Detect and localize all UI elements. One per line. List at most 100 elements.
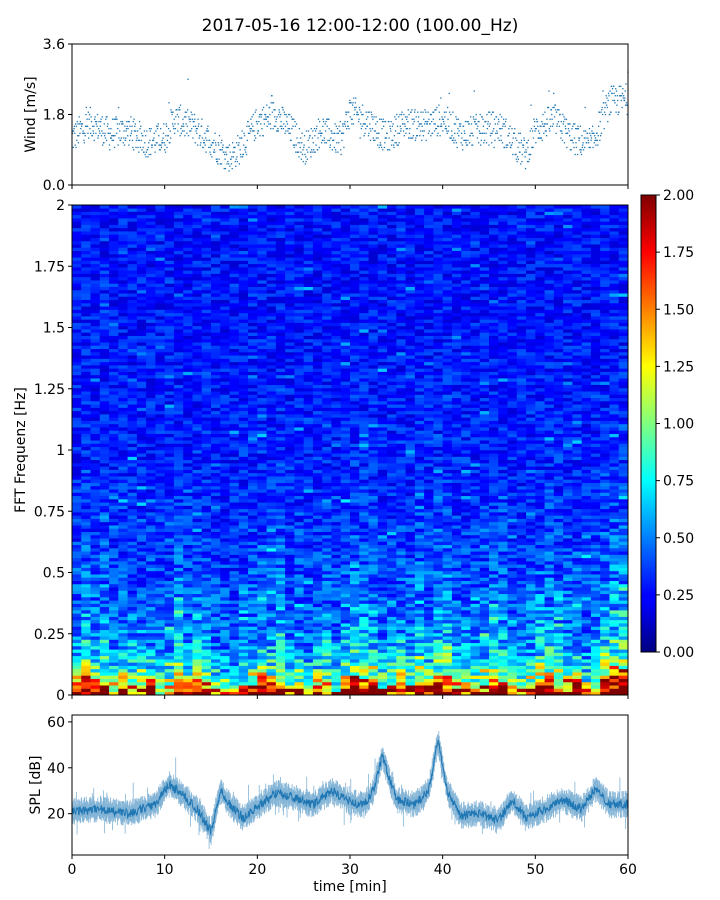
spectrogram-cell xyxy=(192,548,203,552)
spectrogram-cell xyxy=(173,554,184,559)
spectrogram-cell xyxy=(201,616,212,621)
spectrogram-cell xyxy=(127,227,138,232)
spectrogram-cell xyxy=(220,414,230,418)
spectrogram-cell xyxy=(248,280,258,284)
spectrogram-cell xyxy=(173,423,184,428)
spectrogram-cell xyxy=(229,668,240,673)
spectrogram-cell xyxy=(164,492,175,497)
spectrogram-cell xyxy=(229,227,240,232)
spectrogram-cell xyxy=(238,561,249,565)
spectrogram-cell xyxy=(229,672,240,676)
spectrogram-cell xyxy=(275,492,286,497)
spectrogram-cell xyxy=(118,401,128,405)
spectrogram-cell xyxy=(127,286,138,291)
wind-point xyxy=(416,128,418,130)
spectrogram-cell xyxy=(275,371,286,376)
spectrogram-cell xyxy=(192,672,203,676)
spectrogram-cell xyxy=(201,570,212,575)
spectrogram-cell xyxy=(72,303,82,307)
spectrogram-cell xyxy=(146,593,156,598)
spectrogram-cell xyxy=(155,482,165,487)
wind-point xyxy=(82,132,84,134)
wind-point xyxy=(594,137,597,139)
spectrogram-cell xyxy=(109,237,119,242)
spectrogram-cell xyxy=(229,237,240,242)
spectrogram-cell xyxy=(201,237,212,242)
wind-point xyxy=(86,125,88,127)
wind-point xyxy=(467,139,469,142)
wind-point xyxy=(154,151,156,153)
spectrogram-cell xyxy=(109,250,119,255)
wind-point xyxy=(464,139,466,142)
wind-point xyxy=(121,123,123,125)
wind-point xyxy=(187,109,189,111)
spectrogram-cell xyxy=(257,205,267,209)
spectrogram-cell xyxy=(72,273,82,278)
spectrogram-cell xyxy=(72,355,82,359)
spectrogram-cell xyxy=(275,322,286,327)
wind-point xyxy=(514,128,516,130)
spectrogram-cell xyxy=(127,492,138,497)
spectrogram-cell xyxy=(238,466,249,470)
wind-point xyxy=(179,135,181,137)
wind-point xyxy=(483,142,485,144)
spectrogram-cell xyxy=(164,309,175,314)
spectrogram-cell xyxy=(109,361,119,366)
spectrogram-cell xyxy=(164,319,175,323)
spectrogram-cell xyxy=(238,423,249,428)
spectrogram-cell xyxy=(229,345,240,350)
spectrogram-cell xyxy=(211,250,221,255)
spectrogram-cell xyxy=(90,531,101,536)
spectrogram-cell xyxy=(285,335,295,340)
spectrogram-cell xyxy=(109,312,119,317)
spectrogram-cell xyxy=(136,378,147,382)
spectrogram-cell xyxy=(183,345,193,350)
wind-point xyxy=(396,144,398,146)
wind-point xyxy=(419,123,421,125)
spectrogram-cell xyxy=(238,681,249,686)
spectrogram-cell xyxy=(192,205,203,209)
spectrogram-cell xyxy=(81,528,91,532)
wind-point xyxy=(188,116,190,118)
spectrogram-cell xyxy=(201,505,212,510)
spectrogram-cell xyxy=(146,606,156,611)
spectrogram-cell xyxy=(136,289,147,294)
spectrogram-cell xyxy=(211,312,221,317)
spectrogram-cell xyxy=(211,567,221,572)
spectrogram-cell xyxy=(146,499,156,503)
spectrogram-cell xyxy=(238,244,249,248)
wind-point xyxy=(132,120,134,123)
spectrogram-cell xyxy=(109,495,119,500)
wind-point xyxy=(380,146,383,149)
spectrogram-cell xyxy=(118,629,128,634)
spectrogram-cell xyxy=(285,610,295,614)
spectrogram-cell xyxy=(164,662,175,666)
wind-point xyxy=(435,128,438,130)
spectrogram-cell xyxy=(248,583,258,588)
spectrogram-cell xyxy=(192,492,203,497)
spectrogram-cell xyxy=(285,499,295,503)
spectrogram-cell xyxy=(164,270,175,274)
spectrogram-cell xyxy=(211,214,221,219)
wind-point xyxy=(355,97,357,99)
spectrogram-cell xyxy=(183,263,193,268)
spectrogram-cell xyxy=(99,446,110,451)
spectrogram-cell xyxy=(173,502,184,506)
wind-point xyxy=(446,132,448,134)
wind-point xyxy=(542,113,544,116)
wind-point xyxy=(186,132,188,134)
spectrogram-cell xyxy=(109,610,119,614)
wind-point xyxy=(593,132,595,134)
spectrogram-cell xyxy=(285,518,295,523)
spectrogram-cell xyxy=(155,420,165,425)
spectrogram-cell xyxy=(248,675,258,679)
spectrogram-cell xyxy=(72,322,82,327)
wind-point xyxy=(231,142,234,144)
spectrogram-cell xyxy=(72,538,82,542)
spectrogram-cell xyxy=(220,515,230,519)
wind-point xyxy=(270,102,272,104)
spectrogram-cell xyxy=(229,472,240,477)
spectrogram-cell xyxy=(266,525,277,529)
spectrogram-cell xyxy=(90,237,101,242)
wind-point xyxy=(463,139,465,142)
